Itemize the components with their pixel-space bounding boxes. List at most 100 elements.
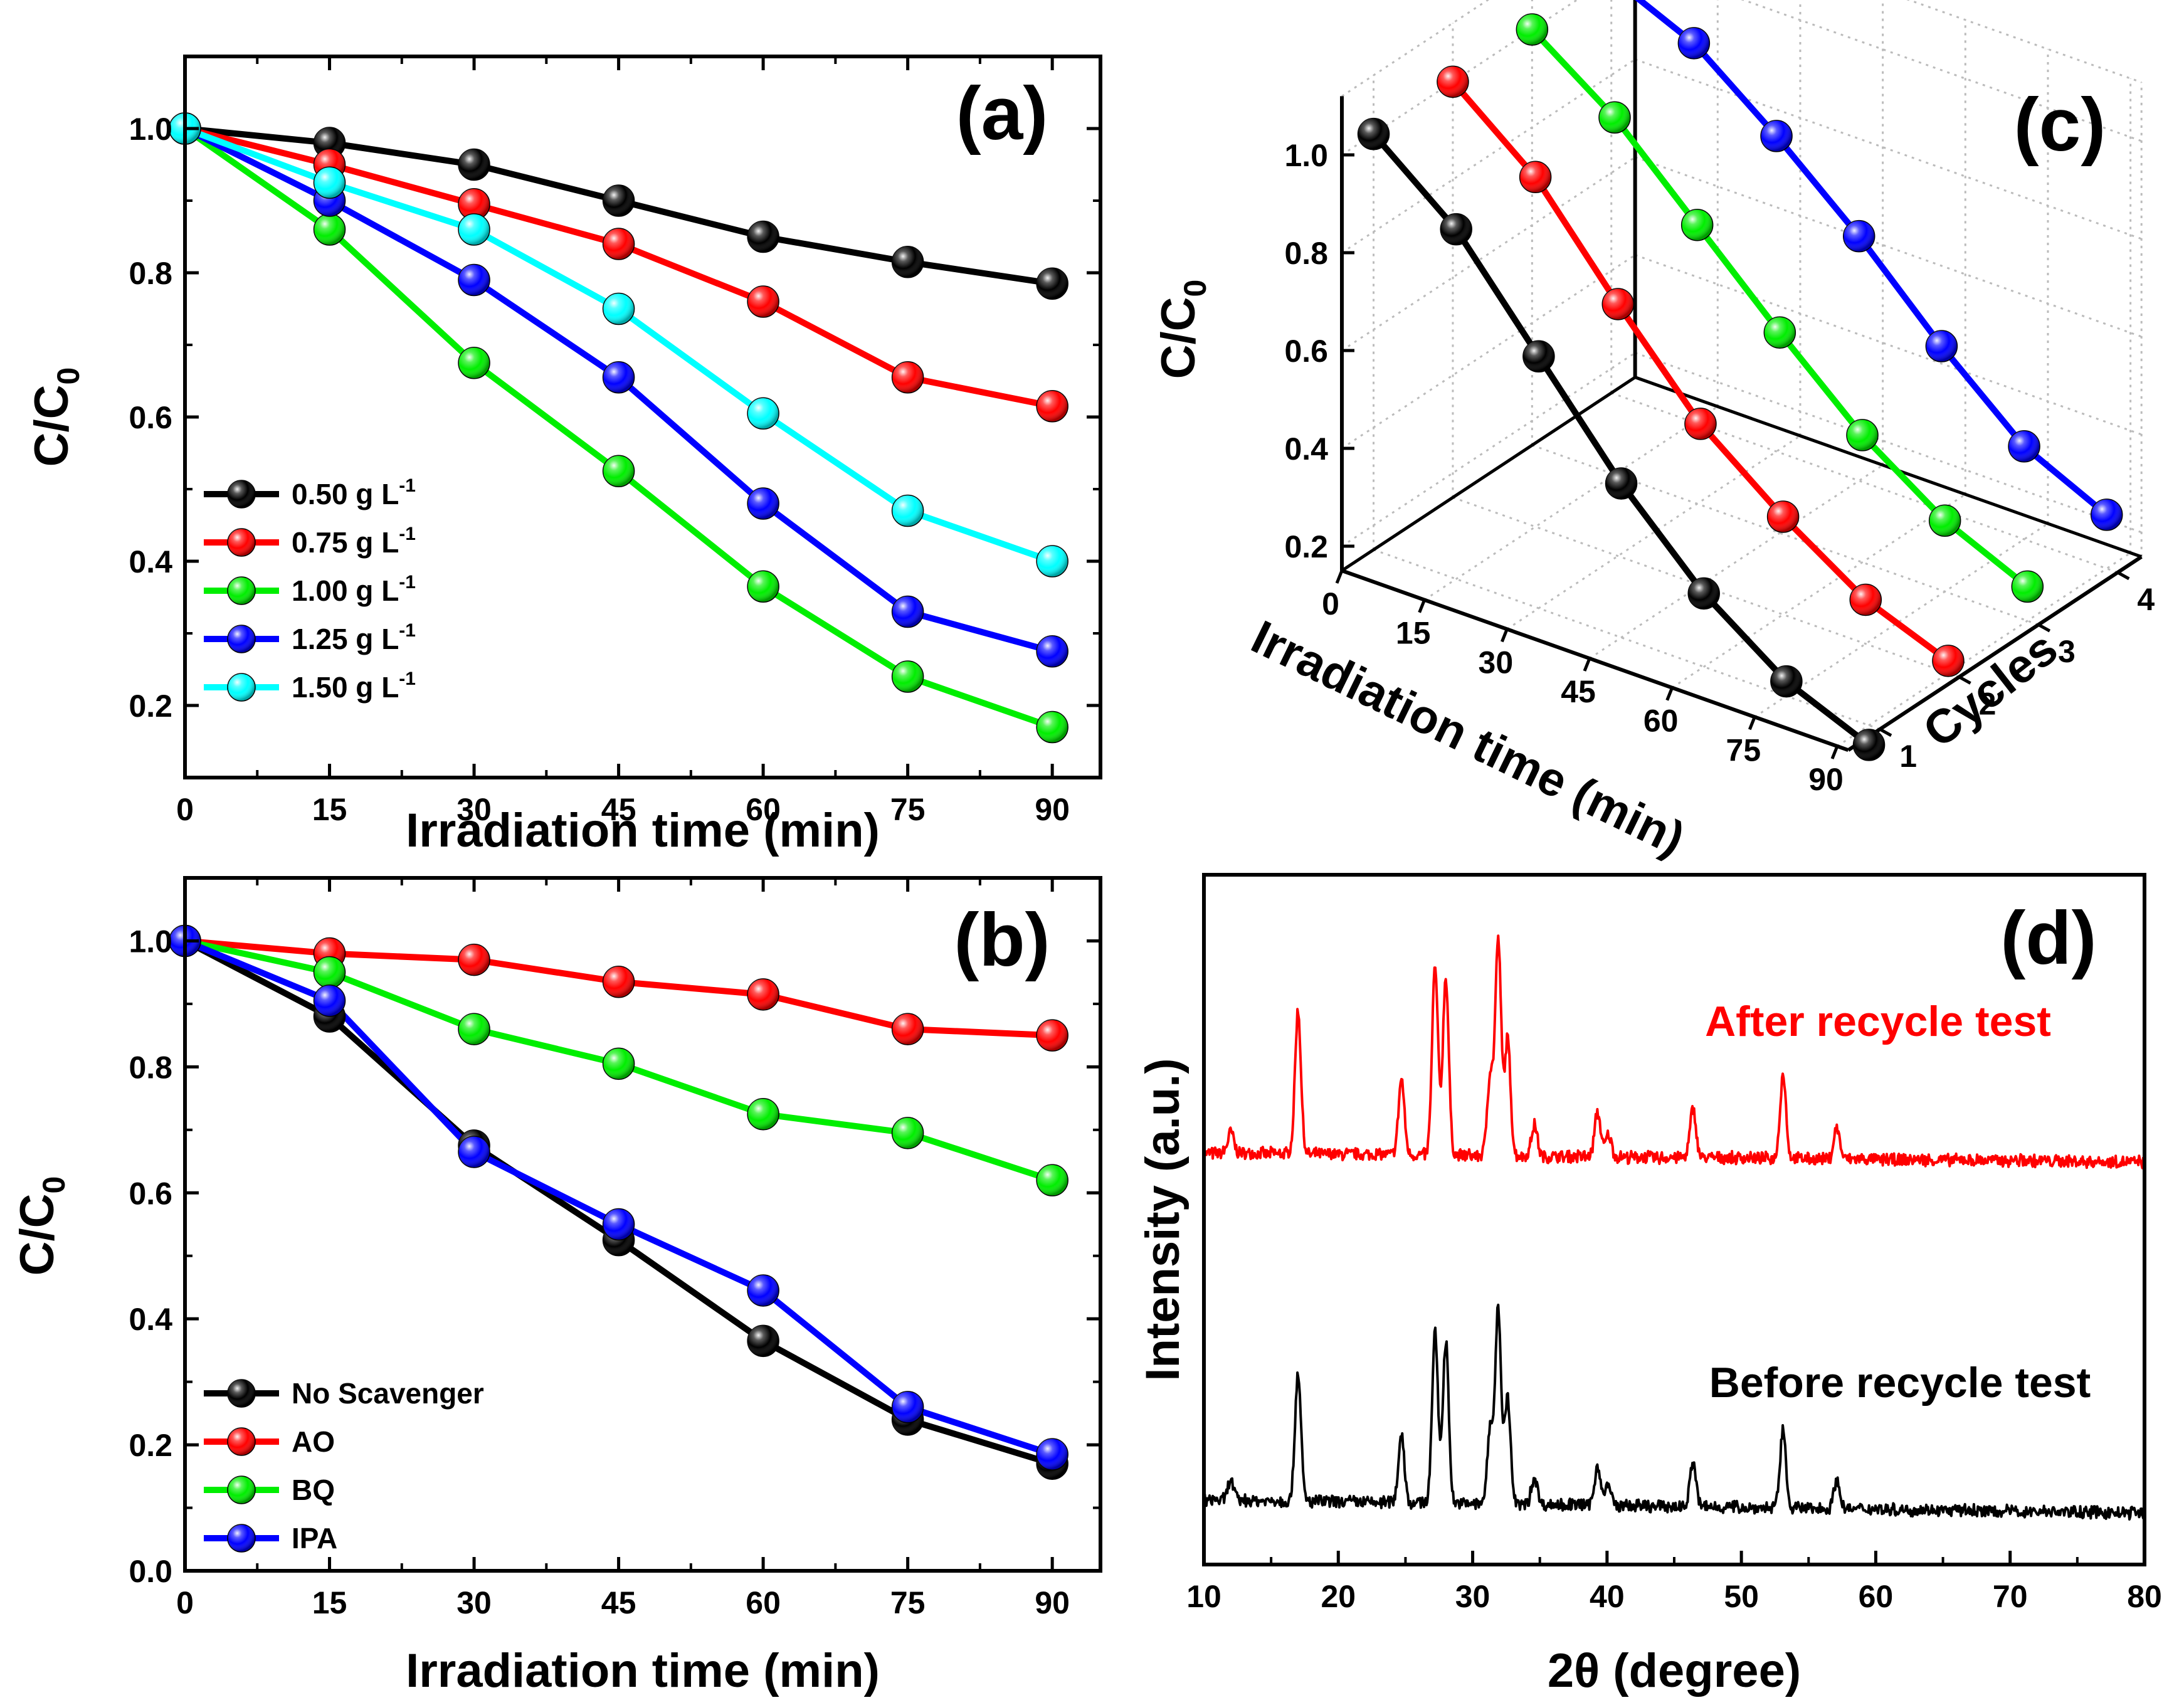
c-data-point-shine [1678,27,1710,59]
d-x-tick-label: 60 [1859,1579,1894,1614]
panel-a-chart: 0 15 30 45 60 75 90 0.2 0.4 0.6 0.8 1.0 (a) Irradia… [25,55,1102,857]
a-data-point [458,188,490,221]
a-legend-marker [227,528,256,557]
c-time-tick-label: 15 [1396,616,1431,651]
c-data-point-shine [1767,501,1799,532]
a-data-point-shine [892,596,924,628]
a-data-point-shine [1037,635,1068,667]
d-x-tick-label: 40 [1590,1579,1625,1614]
b-legend-label: AO [292,1425,335,1458]
a-data-point-shine [1037,390,1068,422]
c-cycle-tick-label: 1 [1899,739,1917,774]
c-gridline [1635,254,2142,436]
b-data-point [602,1047,635,1080]
b-data-point [747,1097,779,1131]
b-legend-text: AO [292,1425,335,1458]
panel-a-y-title-main: C/C [25,384,78,467]
c-time-tick-label: 90 [1808,762,1844,797]
c-time-tick-label: 45 [1561,674,1596,709]
c-data-point [1932,645,1965,677]
a-x-tick-label: 15 [312,792,347,827]
c-z-tick-label: 0.4 [1284,431,1328,467]
panel-b-plot-area [169,924,1068,1480]
a-data-point-shine [458,214,490,245]
a-legend-superscript: -1 [399,620,416,641]
b-data-point-shine [314,984,346,1016]
c-data-point-shine [1929,505,1961,537]
b-data-point-shine [458,1013,490,1045]
c-data-point [1846,419,1879,451]
c-floor-edge [1634,376,2143,559]
c-data-point-shine [1599,102,1630,134]
c-z-tick-label: 0.8 [1284,236,1328,271]
c-data-point-shine [1770,665,1802,697]
b-data-point [1036,1438,1068,1470]
a-data-point-shine [747,221,779,253]
a-legend-marker [227,576,256,605]
b-legend-marker-shine [228,1380,255,1407]
panel-d-x-axis-title: 2θ (degree) [1548,1644,1801,1697]
a-data-point-shine [603,228,635,260]
c-gridline [1506,435,1801,630]
c-data-point-shine [1358,118,1390,150]
c-data-point-shine [1932,645,1964,677]
b-y-tick-label: 0.2 [129,1428,172,1463]
c-data-point [1437,65,1469,98]
panel-a-y-axis-title: C/C0 [25,367,86,467]
a-data-point [602,228,635,260]
c-data-point [1770,665,1803,698]
a-legend-superscript: -1 [399,668,416,689]
b-data-point-shine [892,1013,924,1045]
b-y-tick-label: 0.8 [129,1050,172,1085]
c-data-point [1852,729,1886,761]
d-x-tick-label: 10 [1186,1579,1221,1614]
a-data-point [747,397,779,430]
a-legend-text: 0.50 g L [292,478,399,510]
b-data-point-shine [314,956,346,988]
a-data-point-shine [314,167,346,199]
a-data-point [458,213,490,246]
b-data-point-shine [603,966,635,998]
c-data-point [1519,161,1552,194]
b-data-point-shine [747,1098,779,1130]
d-x-tick-label: 20 [1321,1579,1356,1614]
c-data-point-shine [1602,288,1634,320]
d-x-tick-label: 80 [2127,1579,2162,1614]
a-data-point [602,455,635,487]
a-data-point [891,246,924,278]
a-legend-marker [227,625,256,653]
b-data-point-shine [458,944,490,976]
d-x-tick-label: 70 [1993,1579,2028,1614]
b-legend-marker [227,1379,256,1408]
a-data-point-shine [458,264,490,296]
c-data-point-shine [1681,209,1713,241]
a-legend-label: 1.50 g L-1 [292,668,416,704]
a-data-point-shine [458,347,490,379]
c-floor-edge [1341,376,1637,573]
a-legend-label: 0.50 g L-1 [292,475,416,510]
panel-d-chart: 10 20 30 40 50 60 70 80 (d) After recycle test … [1136,873,2162,1697]
a-data-point [458,347,490,379]
a-data-point-shine [1037,711,1068,743]
a-data-point-shine [458,149,490,181]
b-legend-marker [227,1524,256,1553]
c-box-edge [1341,0,2142,97]
a-legend-text: 1.25 g L [292,623,399,655]
c-z-tick-label: 0.2 [1284,529,1328,564]
a-data-point [458,263,490,297]
c-time-tick-label: 60 [1643,704,1679,739]
a-data-point [1036,390,1068,423]
a-data-point [747,570,779,603]
a-data-point [747,487,779,520]
b-legend-text: BQ [292,1474,335,1506]
b-data-point-shine [747,1325,779,1357]
a-x-tick-label: 0 [176,792,194,827]
a-data-point [1036,710,1068,744]
a-x-tick-label: 60 [746,792,781,827]
c-data-point-shine [1761,120,1793,152]
b-data-point-shine [1037,1438,1068,1470]
b-data-point [1036,1164,1068,1196]
c-cycle-tick-label: 4 [2137,582,2155,617]
b-data-point [313,984,346,1017]
panel-c-axes: 0.2 0.4 0.6 0.8 1.0 0 15 30 45 60 75 90 1 2 3 4 [1284,0,2155,797]
